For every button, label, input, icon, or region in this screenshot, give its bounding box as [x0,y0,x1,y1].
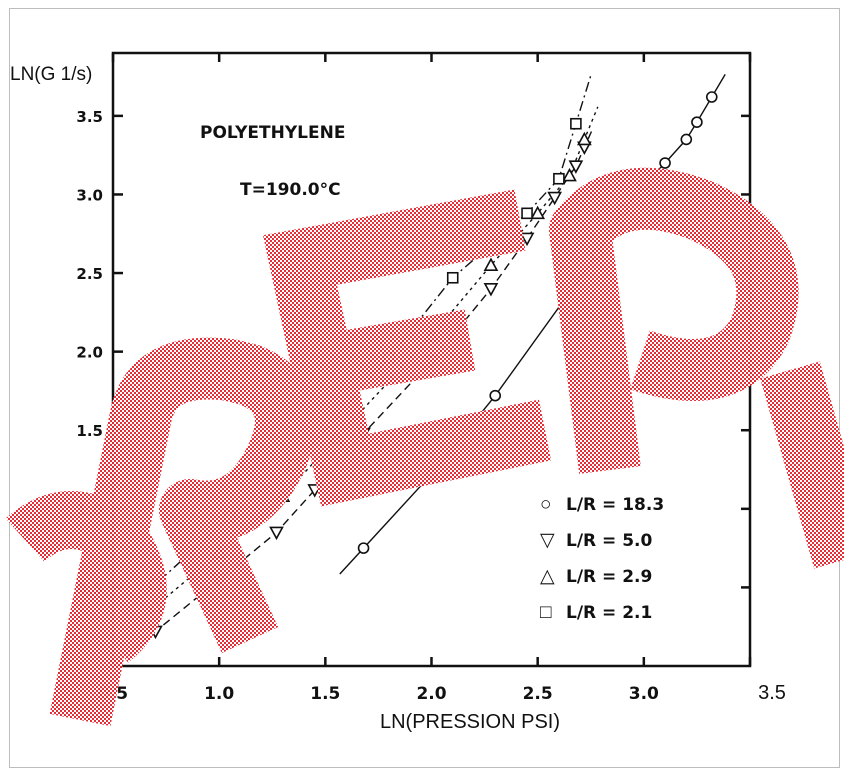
figure-frame [9,8,840,768]
point-series-1 [691,116,703,128]
x-tick-label: 1.0 [204,684,234,704]
legend-label: L/R = 2.1 [566,603,652,623]
legend-label: L/R = 2.9 [566,567,652,587]
point-series-4 [570,117,582,130]
legend-symbol: □ [540,602,552,623]
watermark-letter-e [262,189,552,507]
point-series-3 [577,131,592,146]
point-series-2 [519,232,535,247]
x-tick-label: 3.0 [629,684,659,704]
point-series-1 [659,157,671,169]
point-series-1 [489,389,502,402]
chart-subtitle: T=190.0°C [240,180,341,200]
point-series-3 [530,205,546,220]
point-series-2 [269,526,284,541]
y-tick-label: 3.5 [76,108,103,126]
y-tick-label: 2.0 [76,344,103,362]
point-series-2 [483,282,499,297]
y-tick-label: 3.0 [76,186,103,204]
x-tick-label: 1.5 [310,684,340,704]
x-tick-label: 2.5 [523,684,553,704]
point-series-1 [357,542,370,554]
point-series-2 [547,191,563,206]
chart-title: POLYETHYLENE [200,123,345,143]
point-series-1 [705,91,718,103]
point-series-4 [446,271,459,284]
legend-label: L/R = 5.0 [566,531,652,551]
y-tick-label: 1.5 [76,422,103,440]
x-axis-label: LN(PRESSION PSI) [380,711,560,733]
watermark-letter-r [49,337,317,727]
watermark [5,167,844,727]
y-axis-label: LN(G 1/s) [10,64,92,85]
legend-label: L/R = 18.3 [566,495,664,515]
point-series-3 [483,257,499,271]
point-series-3 [562,167,577,182]
x-tick-label: 3.5 [758,682,786,704]
watermark-letter-l [760,361,844,569]
point-series-2 [568,160,584,174]
legend-symbol: ○ [540,494,551,515]
point-series-1 [680,133,693,146]
point-series-4 [553,172,565,185]
point-series-4 [521,207,533,220]
watermark-stroke-left [5,491,167,663]
y-tick-label: 2.5 [76,265,103,283]
legend: ○ L/R = 18.3 ▽ L/R = 5.0 △ L/R = 2.9 □ L/R = 2.… [540,494,664,623]
watermark-letter-p [549,167,799,474]
legend-symbol: △ [540,566,555,587]
x-tick-label: 2.0 [416,684,446,704]
legend-symbol: ▽ [540,530,555,551]
